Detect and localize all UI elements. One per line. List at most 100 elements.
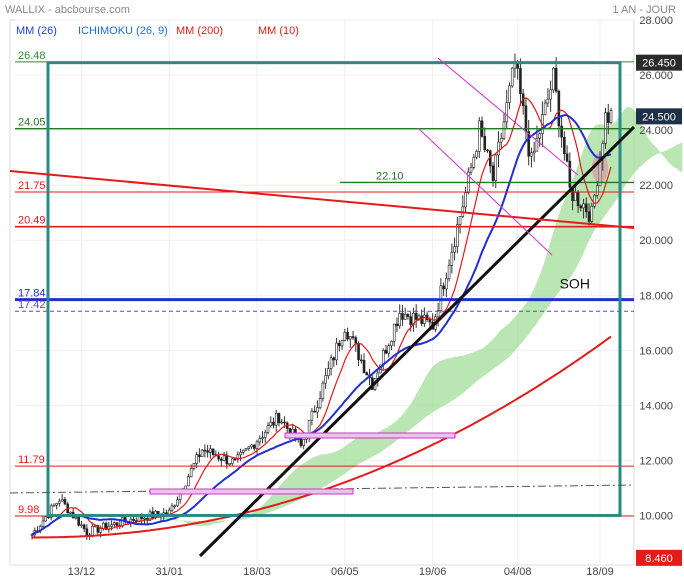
- candle-body: [239, 452, 242, 456]
- price-badges: 26.450 24.500 8.460: [636, 54, 682, 566]
- candle-body: [505, 102, 509, 123]
- period-label: 1 AN - JOUR: [612, 4, 676, 16]
- candle-body: [244, 448, 248, 451]
- x-tick-label: 18/03: [243, 566, 271, 578]
- zone-rect-lower: [149, 488, 354, 495]
- candle-body: [165, 512, 168, 515]
- candle-body: [346, 332, 349, 340]
- candle-body: [327, 368, 330, 376]
- candle-body: [447, 265, 451, 279]
- candle-body: [302, 439, 305, 446]
- level-label: 9.98: [18, 504, 39, 516]
- candle-body: [324, 375, 327, 384]
- cloud-area: [103, 107, 683, 535]
- candle-body: [283, 421, 286, 424]
- resistance-trendline: [9, 170, 635, 229]
- candle-body: [406, 314, 410, 317]
- price-badge-label: 24.500: [642, 111, 676, 123]
- channel-lower: [417, 127, 553, 256]
- candle-body: [338, 342, 341, 347]
- legend: MM (26) ICHIMOKU (26, 9) MM (200) MM (10): [16, 25, 299, 37]
- candle-body: [258, 438, 262, 443]
- candle-body: [420, 315, 423, 324]
- level-label: 17.84: [18, 288, 46, 300]
- candle-body: [247, 446, 251, 449]
- candle-body: [228, 463, 231, 465]
- candle-body: [209, 448, 212, 453]
- candle-body: [508, 85, 511, 103]
- chart-title: WALLIX - abcbourse.com: [5, 4, 130, 16]
- candle-body: [299, 438, 303, 446]
- level-label: 26.48: [18, 50, 46, 62]
- candle-body: [609, 110, 613, 123]
- candle-body: [442, 285, 445, 290]
- candle-body: [30, 534, 34, 537]
- candle-body: [195, 454, 198, 464]
- level-label: 20.49: [18, 215, 46, 227]
- candle-body: [318, 398, 322, 409]
- candle-body: [494, 154, 498, 181]
- candle-body: [606, 112, 610, 123]
- candle-body: [499, 137, 503, 143]
- candle-body: [563, 136, 566, 155]
- y-tick-label: 18.000: [639, 290, 673, 302]
- candle-body: [354, 337, 358, 344]
- candle-body: [329, 357, 333, 369]
- candle-body: [277, 413, 281, 424]
- candle-body: [121, 517, 124, 527]
- candle-body: [77, 516, 80, 526]
- channel-upper: [437, 57, 579, 176]
- candle-body: [343, 332, 347, 341]
- candle-body: [390, 340, 393, 346]
- highlight-box: [46, 61, 622, 517]
- candle-body: [310, 410, 314, 421]
- candle-body: [445, 278, 448, 290]
- candle-body: [530, 152, 533, 157]
- candle-body: [252, 444, 256, 449]
- candle-body: [365, 372, 369, 376]
- candle-body: [398, 313, 402, 327]
- candle-body: [595, 185, 599, 196]
- candle-body: [593, 195, 596, 207]
- candle-body: [519, 68, 522, 95]
- candle-body: [203, 449, 207, 452]
- candle-body: [472, 156, 476, 168]
- candle-body: [477, 120, 481, 152]
- candle-body: [546, 98, 550, 104]
- candle-body: [590, 205, 594, 222]
- y-tick-label: 20.000: [639, 235, 673, 247]
- candle-body: [63, 499, 67, 505]
- candle-body: [261, 437, 264, 439]
- candle-body: [587, 211, 591, 222]
- candle-body: [69, 511, 72, 514]
- candle-body: [425, 314, 429, 320]
- y-tick-label: 14.000: [639, 400, 673, 412]
- candle-body: [524, 105, 528, 132]
- candle-body: [272, 421, 275, 426]
- x-tick-label: 18/09: [586, 566, 614, 578]
- annotations: SOH: [560, 275, 590, 291]
- candle-body: [250, 444, 253, 448]
- candle-body: [401, 313, 404, 320]
- candle-body: [384, 349, 388, 354]
- x-tick-label: 31/01: [155, 566, 183, 578]
- legend-entry: MM (26): [16, 25, 57, 37]
- level-label: 21.75: [18, 180, 46, 192]
- candle-body: [351, 336, 355, 338]
- candle-body: [574, 192, 577, 201]
- ma26-line: [31, 114, 612, 536]
- x-tick-label: 04/08: [504, 566, 532, 578]
- y-tick-label: 28.000: [639, 15, 673, 27]
- x-tick-label: 06/05: [331, 566, 359, 578]
- candle-body: [486, 149, 489, 152]
- price-badge: [636, 549, 682, 566]
- ma10-line: [31, 97, 612, 536]
- candle-body: [565, 153, 569, 162]
- candle-body: [220, 458, 223, 461]
- candle-body: [349, 336, 352, 340]
- support-trendline: [198, 125, 636, 558]
- candle-body: [41, 520, 45, 527]
- candle-body: [491, 165, 495, 181]
- candle-body: [568, 160, 572, 188]
